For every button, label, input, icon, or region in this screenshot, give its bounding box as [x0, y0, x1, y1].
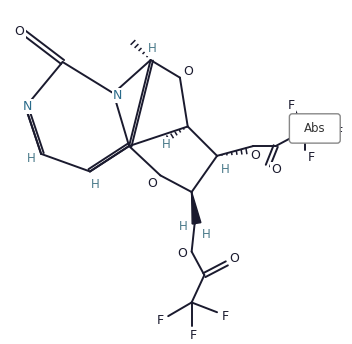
Text: Abs: Abs [304, 122, 326, 135]
Text: F: F [221, 310, 228, 323]
Text: O: O [250, 149, 260, 162]
Text: O: O [271, 163, 281, 176]
Text: H: H [220, 163, 229, 176]
FancyBboxPatch shape [289, 114, 340, 143]
Polygon shape [191, 192, 201, 224]
Text: H: H [162, 138, 171, 151]
Text: F: F [190, 329, 197, 342]
Text: N: N [113, 89, 122, 102]
Text: O: O [183, 65, 193, 78]
Text: H: H [148, 42, 157, 55]
Text: O: O [147, 177, 157, 190]
Text: F: F [336, 126, 343, 139]
Text: F: F [157, 313, 164, 326]
Text: O: O [230, 252, 240, 265]
Text: F: F [288, 98, 295, 111]
Text: F: F [307, 151, 314, 164]
Text: H: H [178, 220, 187, 233]
Text: H: H [202, 227, 211, 240]
Text: O: O [177, 247, 187, 260]
Text: O: O [15, 25, 25, 38]
Text: H: H [27, 152, 36, 165]
Text: H: H [90, 178, 99, 191]
Text: N: N [23, 100, 32, 114]
